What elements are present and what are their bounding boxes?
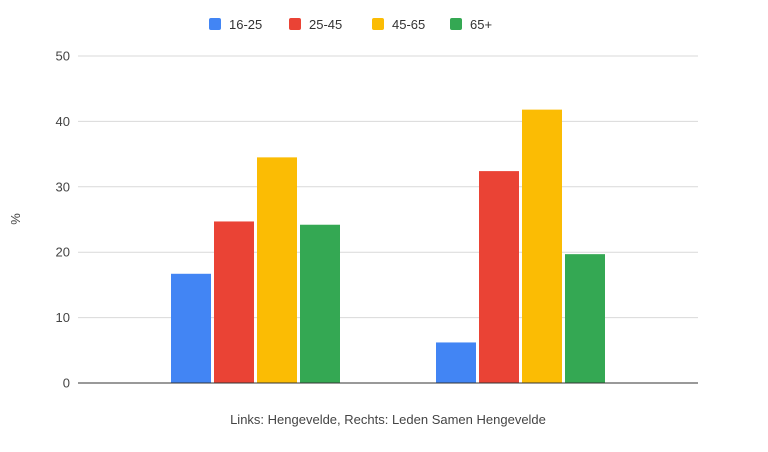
legend: 16-25 25-45 45-65 65+: [209, 17, 492, 32]
y-tick-label: 40: [56, 114, 70, 129]
legend-label: 16-25: [229, 17, 262, 32]
legend-swatch: [289, 18, 301, 30]
y-axis-ticks: 0 10 20 30 40 50: [56, 49, 70, 391]
legend-swatch: [372, 18, 384, 30]
bar-45-65-group-2: [522, 109, 562, 384]
bar-45-65-group-1: [257, 157, 297, 383]
x-axis-title: Links: Hengevelde, Rechts: Leden Samen H…: [230, 412, 546, 427]
legend-label: 65+: [470, 17, 492, 32]
bar-16-25-group-1: [171, 273, 211, 383]
y-axis-title: %: [8, 213, 23, 225]
bar-16-25-group-2: [436, 342, 476, 383]
y-tick-label: 20: [56, 245, 70, 260]
y-tick-label: 0: [63, 376, 70, 391]
bar-25-45-group-2: [479, 171, 519, 383]
bar-65+-group-2: [565, 254, 605, 383]
bars: [171, 109, 605, 384]
bar-65+-group-1: [300, 224, 340, 383]
legend-label: 45-65: [392, 17, 425, 32]
legend-swatch: [209, 18, 221, 30]
y-tick-label: 10: [56, 310, 70, 325]
y-tick-label: 30: [56, 179, 70, 194]
legend-swatch: [450, 18, 462, 30]
y-tick-label: 50: [56, 49, 70, 64]
legend-label: 25-45: [309, 17, 342, 32]
bar-25-45-group-1: [214, 221, 254, 383]
